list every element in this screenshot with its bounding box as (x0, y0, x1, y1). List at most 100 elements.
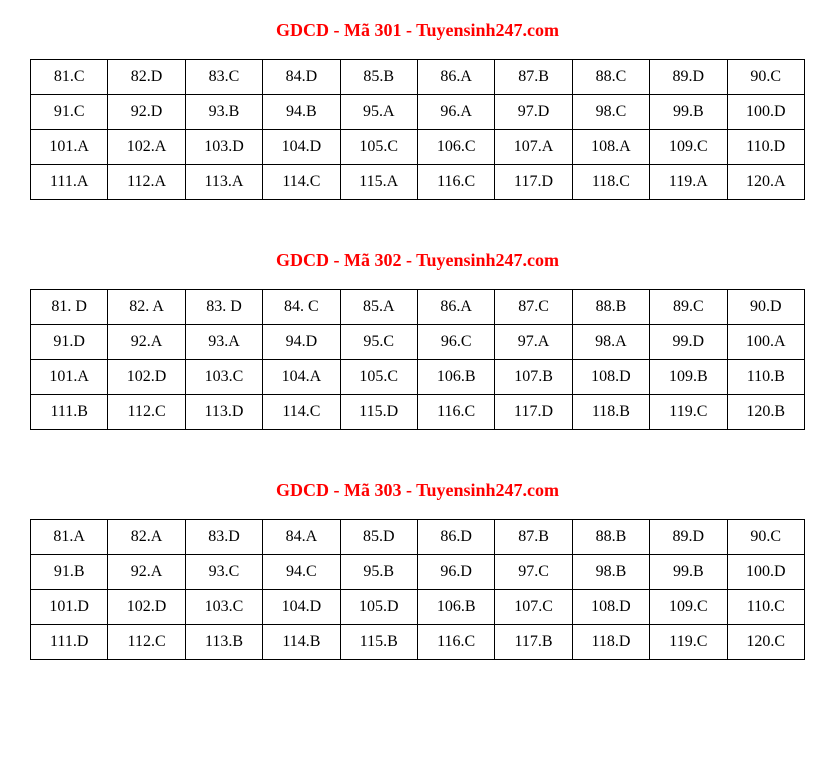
answer-cell: 112.C (108, 395, 185, 430)
answer-cell: 81.C (31, 60, 108, 95)
table-row: 81.C82.D83.C84.D85.B86.A87.B88.C89.D90.C (31, 60, 805, 95)
answer-cell: 82. A (108, 290, 185, 325)
answer-cell: 84.A (263, 520, 340, 555)
answer-cell: 88.B (572, 520, 649, 555)
table-row: 81.A82.A83.D84.A85.D86.D87.B88.B89.D90.C (31, 520, 805, 555)
answer-cell: 93.C (185, 555, 262, 590)
answer-cell: 92.A (108, 325, 185, 360)
answer-cell: 100.D (727, 95, 804, 130)
answer-cell: 120.B (727, 395, 804, 430)
answer-cell: 118.C (572, 165, 649, 200)
answer-cell: 91.B (31, 555, 108, 590)
answer-cell: 84.D (263, 60, 340, 95)
answer-cell: 109.B (650, 360, 727, 395)
section-title: GDCD - Mã 301 - Tuyensinh247.com (30, 20, 805, 41)
answer-cell: 101.A (31, 360, 108, 395)
answer-cell: 94.D (263, 325, 340, 360)
section-title: GDCD - Mã 302 - Tuyensinh247.com (30, 250, 805, 271)
answer-cell: 118.B (572, 395, 649, 430)
answer-cell: 114.C (263, 395, 340, 430)
answer-cell: 91.C (31, 95, 108, 130)
answer-cell: 86.D (417, 520, 494, 555)
answer-cell: 115.A (340, 165, 417, 200)
answer-cell: 105.C (340, 360, 417, 395)
answer-table: 81.C82.D83.C84.D85.B86.A87.B88.C89.D90.C… (30, 59, 805, 200)
answer-cell: 114.B (263, 625, 340, 660)
answer-cell: 94.B (263, 95, 340, 130)
answer-cell: 116.C (417, 395, 494, 430)
answer-cell: 102.D (108, 590, 185, 625)
answer-cell: 113.D (185, 395, 262, 430)
answer-cell: 110.D (727, 130, 804, 165)
table-row: 81. D82. A83. D84. C85.A86.A87.C88.B89.C… (31, 290, 805, 325)
answer-cell: 82.D (108, 60, 185, 95)
answer-cell: 91.D (31, 325, 108, 360)
answer-cell: 106.C (417, 130, 494, 165)
section-title: GDCD - Mã 303 - Tuyensinh247.com (30, 480, 805, 501)
answer-cell: 97.A (495, 325, 572, 360)
answer-cell: 100.A (727, 325, 804, 360)
answer-cell: 102.A (108, 130, 185, 165)
answer-cell: 87.B (495, 520, 572, 555)
answer-cell: 109.C (650, 130, 727, 165)
answer-cell: 85.D (340, 520, 417, 555)
answer-cell: 83. D (185, 290, 262, 325)
table-row: 101.D102.D103.C104.D105.D106.B107.C108.D… (31, 590, 805, 625)
answer-cell: 106.B (417, 590, 494, 625)
answer-cell: 116.C (417, 625, 494, 660)
answer-cell: 86.A (417, 290, 494, 325)
answer-cell: 90.C (727, 60, 804, 95)
answer-cell: 107.C (495, 590, 572, 625)
answer-cell: 94.C (263, 555, 340, 590)
answer-cell: 103.C (185, 360, 262, 395)
answer-cell: 103.D (185, 130, 262, 165)
answer-cell: 87.B (495, 60, 572, 95)
table-row: 101.A102.A103.D104.D105.C106.C107.A108.A… (31, 130, 805, 165)
answer-cell: 88.C (572, 60, 649, 95)
answer-cell: 117.B (495, 625, 572, 660)
answer-cell: 82.A (108, 520, 185, 555)
answer-cell: 104.D (263, 130, 340, 165)
table-row: 101.A102.D103.C104.A105.C106.B107.B108.D… (31, 360, 805, 395)
answer-cell: 115.D (340, 395, 417, 430)
answer-cell: 84. C (263, 290, 340, 325)
answer-cell: 98.B (572, 555, 649, 590)
answer-cell: 117.D (495, 395, 572, 430)
answer-cell: 107.A (495, 130, 572, 165)
answer-cell: 108.D (572, 590, 649, 625)
answer-cell: 96.A (417, 95, 494, 130)
answer-cell: 106.B (417, 360, 494, 395)
answer-cell: 113.B (185, 625, 262, 660)
answer-cell: 116.C (417, 165, 494, 200)
answer-cell: 88.B (572, 290, 649, 325)
table-row: 111.B112.C113.D114.C115.D116.C117.D118.B… (31, 395, 805, 430)
answer-cell: 89.D (650, 520, 727, 555)
answer-cell: 95.A (340, 95, 417, 130)
answer-cell: 100.D (727, 555, 804, 590)
answer-cell: 97.C (495, 555, 572, 590)
answer-cell: 104.D (263, 590, 340, 625)
answer-cell: 90.C (727, 520, 804, 555)
table-row: 111.D112.C113.B114.B115.B116.C117.B118.D… (31, 625, 805, 660)
answer-cell: 111.B (31, 395, 108, 430)
answer-cell: 83.C (185, 60, 262, 95)
answer-cell: 111.D (31, 625, 108, 660)
answer-cell: 87.C (495, 290, 572, 325)
answer-cell: 98.A (572, 325, 649, 360)
answer-cell: 93.A (185, 325, 262, 360)
answer-cell: 109.C (650, 590, 727, 625)
answer-cell: 118.D (572, 625, 649, 660)
answer-cell: 110.B (727, 360, 804, 395)
answer-cell: 114.C (263, 165, 340, 200)
answer-cell: 107.B (495, 360, 572, 395)
answer-cell: 102.D (108, 360, 185, 395)
answer-cell: 86.A (417, 60, 494, 95)
answer-cell: 101.A (31, 130, 108, 165)
answer-cell: 113.A (185, 165, 262, 200)
answer-cell: 112.A (108, 165, 185, 200)
answer-cell: 85.A (340, 290, 417, 325)
answer-cell: 111.A (31, 165, 108, 200)
table-row: 91.B92.A93.C94.C95.B96.D97.C98.B99.B100.… (31, 555, 805, 590)
answer-cell: 105.C (340, 130, 417, 165)
answer-cell: 89.C (650, 290, 727, 325)
